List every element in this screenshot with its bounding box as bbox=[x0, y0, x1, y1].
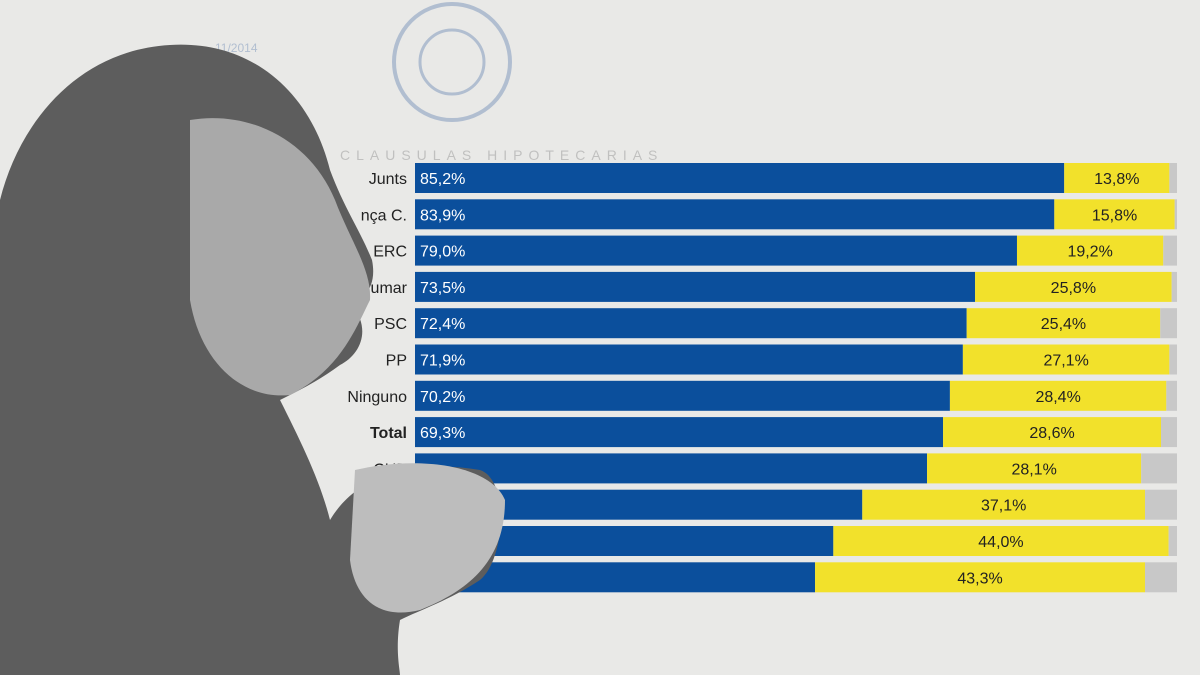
yellow-bar bbox=[1016, 235, 1164, 266]
data-label: 25,4% bbox=[1041, 316, 1086, 333]
category-label: PP bbox=[386, 353, 407, 370]
yellow-bar bbox=[1064, 163, 1170, 193]
yellow-bar bbox=[815, 562, 1145, 593]
blue-bar bbox=[415, 163, 1065, 193]
category-label: ERC bbox=[373, 244, 407, 261]
yellow-bar bbox=[862, 489, 1145, 520]
blue-bar bbox=[415, 453, 928, 484]
yellow-bar bbox=[975, 271, 1172, 302]
blue-bar bbox=[415, 380, 950, 411]
data-label: 13,8% bbox=[1094, 171, 1139, 188]
data-label: 73,5% bbox=[420, 280, 465, 297]
data-label: 28,1% bbox=[1011, 461, 1056, 478]
yellow-bar bbox=[966, 308, 1161, 339]
data-label: 70,2% bbox=[420, 389, 465, 406]
gray-bar bbox=[1141, 453, 1177, 484]
blue-bar bbox=[415, 489, 863, 520]
gray-bar bbox=[1144, 489, 1177, 520]
data-label: 25,8% bbox=[1051, 280, 1096, 297]
background-document: 11/2014 CLAUSULAS HIPOTECARIAS bbox=[215, 2, 663, 163]
blue-bar bbox=[415, 271, 976, 302]
blue-bar bbox=[415, 235, 1017, 266]
notary-stamp-inner bbox=[418, 28, 486, 96]
notary-stamp bbox=[392, 2, 512, 122]
category-label: umar bbox=[371, 280, 408, 297]
blue-bar bbox=[415, 562, 816, 593]
data-label: 85,2% bbox=[420, 171, 465, 188]
blue-bar bbox=[415, 526, 834, 556]
data-label: 72,4% bbox=[420, 316, 465, 333]
gray-bar bbox=[1160, 308, 1177, 339]
gray-bar bbox=[1171, 271, 1177, 302]
data-label: 69,3% bbox=[420, 425, 465, 442]
yellow-bar bbox=[1054, 199, 1175, 230]
yellow-bar bbox=[943, 417, 1161, 448]
category-label: Junts bbox=[369, 171, 407, 188]
data-label: 28,6% bbox=[1029, 425, 1074, 442]
data-label: 37,1% bbox=[981, 498, 1026, 515]
category-label: CUP bbox=[373, 461, 407, 478]
gray-bar bbox=[1144, 562, 1177, 593]
date-text: 11/2014 bbox=[215, 41, 258, 55]
category-label: PSC bbox=[374, 316, 407, 333]
data-label: 15,8% bbox=[1092, 207, 1137, 224]
document-heading: CLAUSULAS HIPOTECARIAS bbox=[340, 147, 663, 163]
category-label: nça C. bbox=[361, 207, 407, 224]
gray-bar bbox=[1168, 526, 1177, 556]
yellow-bar bbox=[962, 344, 1170, 375]
yellow-bar bbox=[833, 526, 1169, 556]
yellow-bar bbox=[927, 453, 1142, 484]
gray-bar bbox=[1169, 163, 1177, 193]
category-label: Total bbox=[370, 425, 407, 442]
gray-bar bbox=[1174, 199, 1177, 230]
data-label: 44,0% bbox=[978, 534, 1023, 551]
data-label: 27,1% bbox=[1043, 353, 1088, 370]
data-label: 43,3% bbox=[957, 570, 1002, 587]
blue-bar bbox=[415, 344, 963, 375]
yellow-bar bbox=[949, 380, 1167, 411]
gray-bar bbox=[1163, 235, 1177, 266]
gray-bar bbox=[1169, 344, 1177, 375]
data-label: 83,9% bbox=[420, 207, 465, 224]
data-label: 28,4% bbox=[1035, 389, 1080, 406]
data-label: 71,9% bbox=[420, 353, 465, 370]
data-label: % bbox=[420, 570, 434, 587]
gray-bar bbox=[1160, 417, 1177, 448]
data-label: 19,2% bbox=[1067, 244, 1112, 261]
blue-bar bbox=[415, 199, 1055, 230]
blue-bar bbox=[415, 308, 967, 339]
data-label: 79,0% bbox=[420, 244, 465, 261]
blue-bar bbox=[415, 417, 944, 448]
gray-bar bbox=[1166, 380, 1177, 411]
category-label: Ninguno bbox=[347, 389, 407, 406]
